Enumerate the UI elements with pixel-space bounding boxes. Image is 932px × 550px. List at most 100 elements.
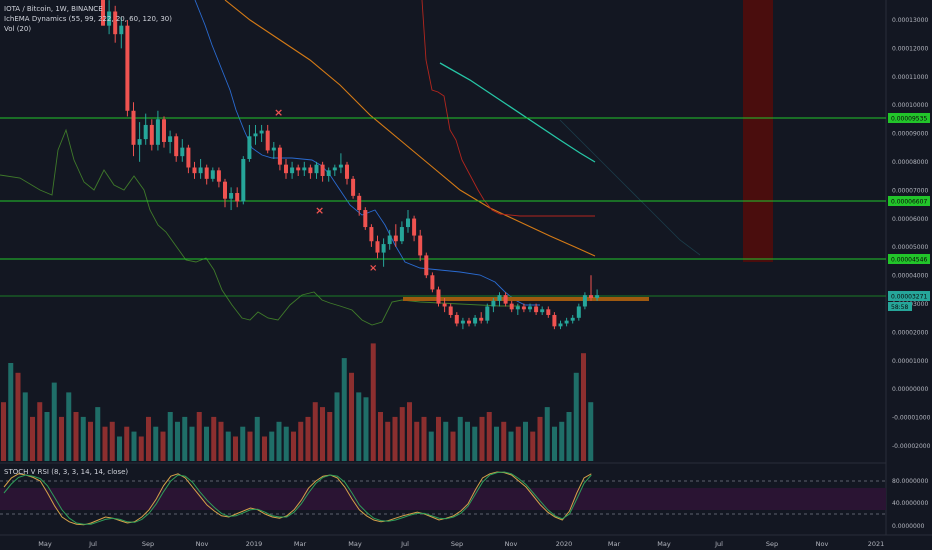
- time-tick: Jul: [714, 540, 723, 548]
- candle-body: [363, 210, 368, 228]
- time-tick: Sep: [766, 540, 778, 548]
- volume-bar: [378, 412, 383, 461]
- volume-bar: [298, 421, 304, 461]
- price-level-text: 0.00006607: [891, 199, 927, 206]
- dark-green-line: [0, 128, 520, 326]
- time-tick: 2020: [556, 540, 573, 548]
- support-box: [403, 297, 649, 301]
- candle-body: [162, 119, 166, 142]
- volume-bar: [80, 416, 86, 461]
- candle-body: [216, 170, 221, 182]
- candle-body: [229, 193, 234, 199]
- volume-bar: [153, 426, 159, 461]
- price-tick: -0.00001000: [892, 415, 931, 422]
- price-tick: 0.00001000: [892, 358, 928, 365]
- time-tick: May: [657, 540, 671, 548]
- price-tick: 0.00005000: [892, 244, 928, 251]
- volume-bar: [109, 421, 115, 461]
- volume-bar: [312, 402, 318, 461]
- stoch-axis: 80.0000000 40.0000000 0.0000000: [892, 478, 928, 530]
- volume-bar: [501, 421, 507, 461]
- volume-bar: [515, 426, 521, 461]
- candle-body: [192, 167, 197, 174]
- time-tick: Nov: [196, 540, 209, 548]
- candle-body: [381, 244, 386, 253]
- orange-ema-line: [224, 0, 596, 257]
- volume-bar: [73, 412, 79, 461]
- time-axis: May Jul Sep Nov 2019 Mar May Jul Sep Nov 2020 Mar Ma…: [38, 540, 884, 548]
- candle-body: [436, 289, 441, 304]
- candle-body: [101, 0, 105, 26]
- volume-bar: [588, 402, 594, 461]
- volume-bar: [421, 416, 427, 461]
- time-tick: Mar: [608, 540, 621, 548]
- candle-body: [326, 170, 331, 176]
- volume-bar: [581, 353, 586, 461]
- candle-body: [302, 167, 307, 171]
- volume-bar: [486, 412, 492, 461]
- candle-body: [485, 306, 490, 321]
- volume-bar: [225, 431, 231, 461]
- indicator-title[interactable]: IchEMA Dynamics (55, 99, 222, 20, 60, 12…: [4, 15, 172, 23]
- price-tick: 0.00008000: [892, 159, 928, 166]
- volume-bar: [283, 426, 289, 461]
- volume-bar: [544, 407, 550, 461]
- candle-body: [210, 170, 215, 179]
- volume-bar: [457, 416, 463, 461]
- candle-body: [406, 218, 410, 228]
- candle-body: [235, 193, 240, 202]
- candle-body: [204, 167, 209, 179]
- time-tick: Jul: [88, 540, 97, 548]
- candle-body: [149, 124, 154, 145]
- candle-body: [168, 136, 173, 142]
- red-target-zone: [743, 0, 773, 262]
- stoch-legend[interactable]: STOCH V RSI (8, 3, 3, 14, 14, close): [4, 468, 129, 476]
- volume-bar: [1, 402, 6, 461]
- candle-body: [314, 164, 319, 174]
- candle-body: [223, 181, 227, 199]
- volume-bar: [30, 416, 35, 461]
- candle-body: [430, 275, 435, 290]
- volume-bar: [414, 421, 420, 461]
- candle-body: [442, 303, 447, 307]
- time-tick: Jul: [400, 540, 409, 548]
- candle-body: [271, 147, 276, 151]
- time-tick: Sep: [451, 540, 463, 548]
- price-level-badge: [888, 196, 930, 206]
- volume-bar: [131, 431, 137, 461]
- volume-bar: [465, 421, 470, 461]
- volume-bar: [472, 426, 478, 461]
- volume-bar: [479, 416, 485, 461]
- candle-body: [467, 320, 471, 324]
- candle-body: [491, 300, 496, 307]
- time-tick: Sep: [142, 540, 154, 548]
- stoch-lines: [3, 471, 592, 526]
- symbol-title[interactable]: IOTA / Bitcoin, 1W, BINANCE: [4, 5, 103, 13]
- time-tick: Nov: [505, 540, 518, 548]
- volume-bar: [508, 431, 514, 461]
- stoch-tick: 40.0000000: [892, 500, 928, 507]
- candle-body: [131, 110, 136, 145]
- candle-body: [552, 314, 557, 327]
- signal-x-marker: ×: [274, 106, 283, 119]
- candle-body: [265, 130, 270, 151]
- price-level-badge: [888, 113, 930, 123]
- volume-bar: [537, 416, 543, 461]
- candle-body: [418, 235, 423, 256]
- price-level-text: 0.00004546: [891, 257, 927, 264]
- candle-body: [595, 295, 600, 298]
- volume-bar: [450, 431, 456, 461]
- volume-bar: [8, 363, 14, 461]
- candle-body: [369, 227, 374, 242]
- candle-body: [277, 147, 282, 165]
- candle-body: [119, 25, 124, 35]
- candle-body: [259, 130, 264, 134]
- countdown-badge: [888, 302, 912, 311]
- volume-bar: [327, 412, 333, 461]
- blue-cloud-line: [194, 0, 540, 306]
- volume-bar: [370, 343, 376, 461]
- candle-body: [503, 295, 508, 304]
- volume-title[interactable]: Vol (20): [4, 25, 32, 33]
- volume-bar: [37, 402, 43, 461]
